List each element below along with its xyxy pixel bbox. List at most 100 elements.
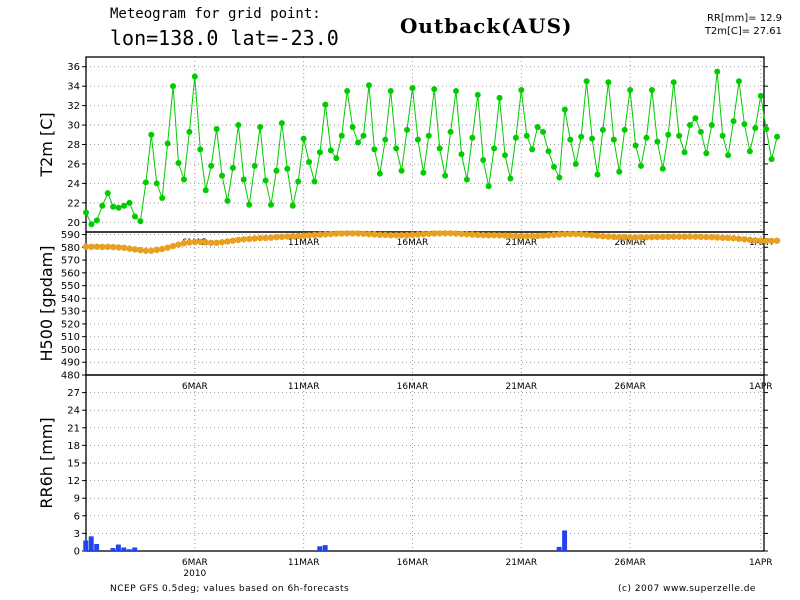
t2m-point <box>235 122 242 129</box>
t2m-point <box>93 217 100 224</box>
t2m-point <box>534 124 541 130</box>
h500-point <box>605 233 612 240</box>
h500-point <box>202 239 209 246</box>
x-tick-label: 16MAR <box>397 238 429 248</box>
y-tick-label: 34 <box>67 82 80 93</box>
t2m-point <box>474 91 481 98</box>
t2m-point <box>431 86 438 93</box>
h500-point <box>338 230 345 237</box>
h500-point <box>142 247 150 254</box>
t2m-point <box>83 209 89 216</box>
x-tick-label: 16MAR <box>397 382 429 392</box>
t2m-point <box>322 101 329 108</box>
stat-t2m: T2m[C]= 27.61 <box>704 26 782 37</box>
y-tick-label: 24 <box>67 179 80 190</box>
t2m-point <box>300 135 307 142</box>
h500-point <box>550 231 558 239</box>
h500-point <box>752 237 759 244</box>
t2m-point <box>436 145 443 152</box>
y-tick-label: 18 <box>67 441 80 452</box>
h500-point <box>115 244 122 251</box>
x-tick-label: 16MAR <box>397 558 429 568</box>
y-tick-label: 0 <box>74 547 80 558</box>
h500-point <box>284 233 291 240</box>
h500-point <box>191 238 199 246</box>
x-tick-label: 21MAR <box>505 382 537 392</box>
t2m-point <box>268 201 275 208</box>
h500-point <box>175 241 182 248</box>
panel-frame <box>85 231 765 376</box>
x-tick-label: 26MAR <box>614 558 646 568</box>
t2m-point <box>735 78 742 85</box>
y-tick-label: 480 <box>61 371 80 382</box>
t2m-point <box>365 82 372 89</box>
h500-point <box>501 232 509 239</box>
t2m-point <box>746 148 753 155</box>
y-tick-label: 9 <box>74 494 80 505</box>
h500-point <box>534 232 541 240</box>
h500-point <box>697 233 705 241</box>
x-tick-label: 26MAR <box>614 382 646 392</box>
y-tick-label: 560 <box>61 268 80 279</box>
t2m-point <box>262 177 269 184</box>
t2m-point <box>572 160 579 167</box>
x-tick-label: 11MAR <box>288 238 320 248</box>
h500-point <box>626 234 634 241</box>
h500-point <box>376 231 384 239</box>
h500-point <box>354 230 362 237</box>
t2m-point <box>371 146 378 153</box>
h500-point <box>311 231 318 239</box>
h500-point <box>365 230 373 238</box>
x-tick-label: 1APR <box>749 558 773 568</box>
y-tick-label: 32 <box>67 101 80 112</box>
y-tick-label: 590 <box>61 230 80 241</box>
h500-point <box>621 234 628 241</box>
location-title: Outback(AUS) <box>400 14 573 38</box>
y-tick-label: 21 <box>67 423 80 434</box>
y-tick-label: 500 <box>61 345 80 356</box>
h500-point <box>88 243 95 251</box>
h500-point <box>436 230 443 237</box>
h500-point <box>567 230 574 238</box>
t2m-point <box>578 133 585 140</box>
h500-point <box>110 243 117 251</box>
h500-point <box>120 244 128 252</box>
h500-point <box>349 230 356 237</box>
t2m-point <box>327 147 334 154</box>
h500-point <box>93 243 101 250</box>
h500-point <box>545 231 552 239</box>
t2m-point <box>643 134 650 141</box>
t2m-point <box>686 122 693 129</box>
h500-point <box>757 237 764 244</box>
t2m-point <box>697 128 704 135</box>
h500-point <box>273 234 280 241</box>
h500-point <box>327 230 335 238</box>
y-tick-label: 550 <box>61 281 80 292</box>
h500-point <box>746 236 754 243</box>
t2m-point <box>714 68 721 75</box>
t2m-point <box>164 140 171 147</box>
h500-point <box>768 237 775 245</box>
t2m-point <box>213 125 220 132</box>
h500-point <box>539 232 547 239</box>
t2m-point <box>344 88 351 95</box>
t2m-point <box>257 124 264 130</box>
h500-point <box>610 233 618 241</box>
h500-point <box>708 234 715 241</box>
t2m-point <box>316 149 323 156</box>
t2m-point <box>240 176 247 183</box>
h500-point <box>703 233 710 241</box>
h500-point <box>403 231 411 239</box>
y-tick-label: 520 <box>61 319 80 330</box>
t2m-point <box>180 176 187 183</box>
t2m-point <box>360 132 367 139</box>
y-tick-label: 28 <box>67 140 80 151</box>
t2m-point <box>757 92 764 99</box>
t2m-line <box>85 71 778 225</box>
t2m-point <box>638 162 645 169</box>
h500-point <box>392 231 400 239</box>
t2m-point <box>159 194 166 201</box>
t2m-point <box>561 106 568 113</box>
h500-point <box>616 233 623 241</box>
t2m-point <box>153 180 160 187</box>
